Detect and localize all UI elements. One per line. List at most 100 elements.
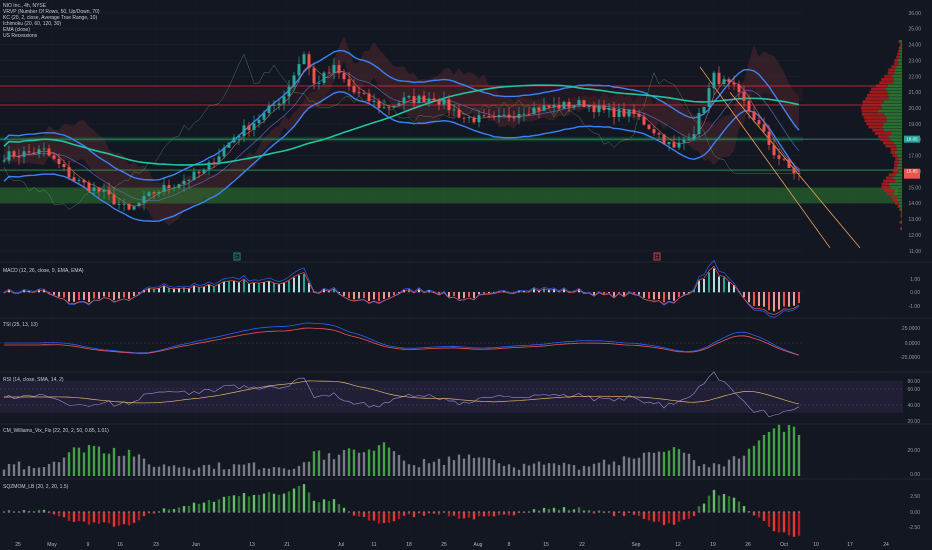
macd-bar [358,292,360,299]
profile-bar-up [894,189,902,192]
profile-bar-up [880,103,902,107]
vix-bar [722,466,726,476]
sqz-dot [153,511,155,513]
sqz-dot [538,511,540,513]
candle-body [192,171,196,180]
sqz-bar [292,488,296,513]
sqz-bar [7,509,11,513]
candle-body [412,96,416,103]
candle-body [477,115,481,123]
profile-bar-up [888,135,902,138]
macd-title[interactable]: MACD (12, 26, close, 9, EMA, EMA) [3,268,84,274]
sqz-dot [518,511,520,513]
profile-bar-up [883,128,902,132]
sqz-bar [222,496,226,513]
candle-body [102,189,106,192]
candle-body [267,105,271,113]
sqz-bar [557,509,561,513]
profile-bar-up [899,204,902,208]
sqz-bar [172,509,176,513]
candle-body [607,107,611,111]
profile-bar-up [894,68,902,72]
candle-body [672,142,676,148]
sqz-dot [383,511,385,513]
macd-bar [278,284,280,293]
macd-bar [48,292,50,294]
profile-bar-down [861,109,878,113]
indicator-legend[interactable]: NIO Inc., 4h, NYSE VRVP (Number Of Rows,… [3,3,143,39]
profile-bar-down [881,78,894,81]
sqz-dot [693,511,695,513]
sqz-dot [568,511,570,513]
macd-bar [468,292,470,297]
sqz-dot [463,511,465,513]
vixfix-title[interactable]: CM_Williams_Vix_Fix (22, 20, 2, 50, 0.85… [3,428,109,434]
profile-bar-down [866,93,889,97]
macd-bar [763,292,765,307]
legend-ichimoku[interactable]: Ichimoku (20, 60, 120, 30) [3,21,62,27]
profile-bar-down [898,39,900,43]
sqz-dot [773,511,775,513]
sqz-bar [507,512,511,516]
vix-bar [212,468,216,476]
candle-body [572,105,576,108]
candle-body [707,88,711,107]
candle-body [112,194,116,205]
candle-body [597,105,601,113]
legend-ema[interactable]: EMA (close) [3,27,30,33]
macd-bar [113,292,115,301]
macd-bar [98,292,100,299]
macd-bar [118,292,120,299]
vix-bar [342,449,346,476]
legend-vrvp[interactable]: VRVP (Number Of Rows, 50, Up/Down, 70) [3,9,100,15]
legend-recessions[interactable]: US Recessions [3,33,38,39]
vix-bar [177,467,181,476]
macd-bar [293,277,295,293]
tsi-title[interactable]: TSI (25, 13, 13) [3,322,38,328]
cloud-area [4,36,799,226]
sqz-bar [362,512,366,518]
candle-body [277,103,281,105]
vix-bar [687,453,691,476]
sqz-dot [388,511,390,513]
sqz-bar [127,512,131,526]
candle-body [617,109,621,117]
sqz-dot [133,511,135,513]
legend-symbol[interactable]: NIO Inc., 4h, NYSE [3,3,47,9]
sqzmom-title[interactable]: SQZMOM_LB (20, 2, 20, 1.5) [3,484,69,490]
sqz-bar [737,501,741,513]
vix-bar [37,467,41,476]
rsi-title[interactable]: RSI (14, close, SMA, 14, 2) [3,377,64,383]
sqz-dot [668,511,670,513]
candle-body [137,202,141,207]
macd-bar [38,289,40,293]
sqz-bar [542,507,546,513]
candle-body [352,86,356,93]
profile-bar-up [899,52,902,56]
sqz-bar [587,510,591,513]
tsi-line [4,322,800,356]
price-tick: 25.00 [908,27,921,33]
sqz-dot [218,511,220,513]
sqz-dot [143,511,145,513]
sqz-dot [723,511,725,513]
sqz-bar [42,509,46,513]
sqz-bar [572,509,576,513]
candle-body [172,187,176,189]
macd-bar [168,287,170,293]
macd-bar [33,291,35,293]
macd-bar [473,292,475,299]
profile-bar-up [893,78,902,81]
candle-body [592,105,596,113]
legend-kc[interactable]: KC (20, 2, close, Average True Range, 10… [3,15,98,21]
profile-bar-up [891,132,902,135]
vix-tick: 0.00 [910,472,920,478]
sqz-dot [703,511,705,513]
candle-body [107,189,111,195]
profile-bar-down [866,122,884,126]
sqz-dot [783,511,785,513]
sqz-bar [707,495,711,513]
sqz-bar [637,512,641,516]
